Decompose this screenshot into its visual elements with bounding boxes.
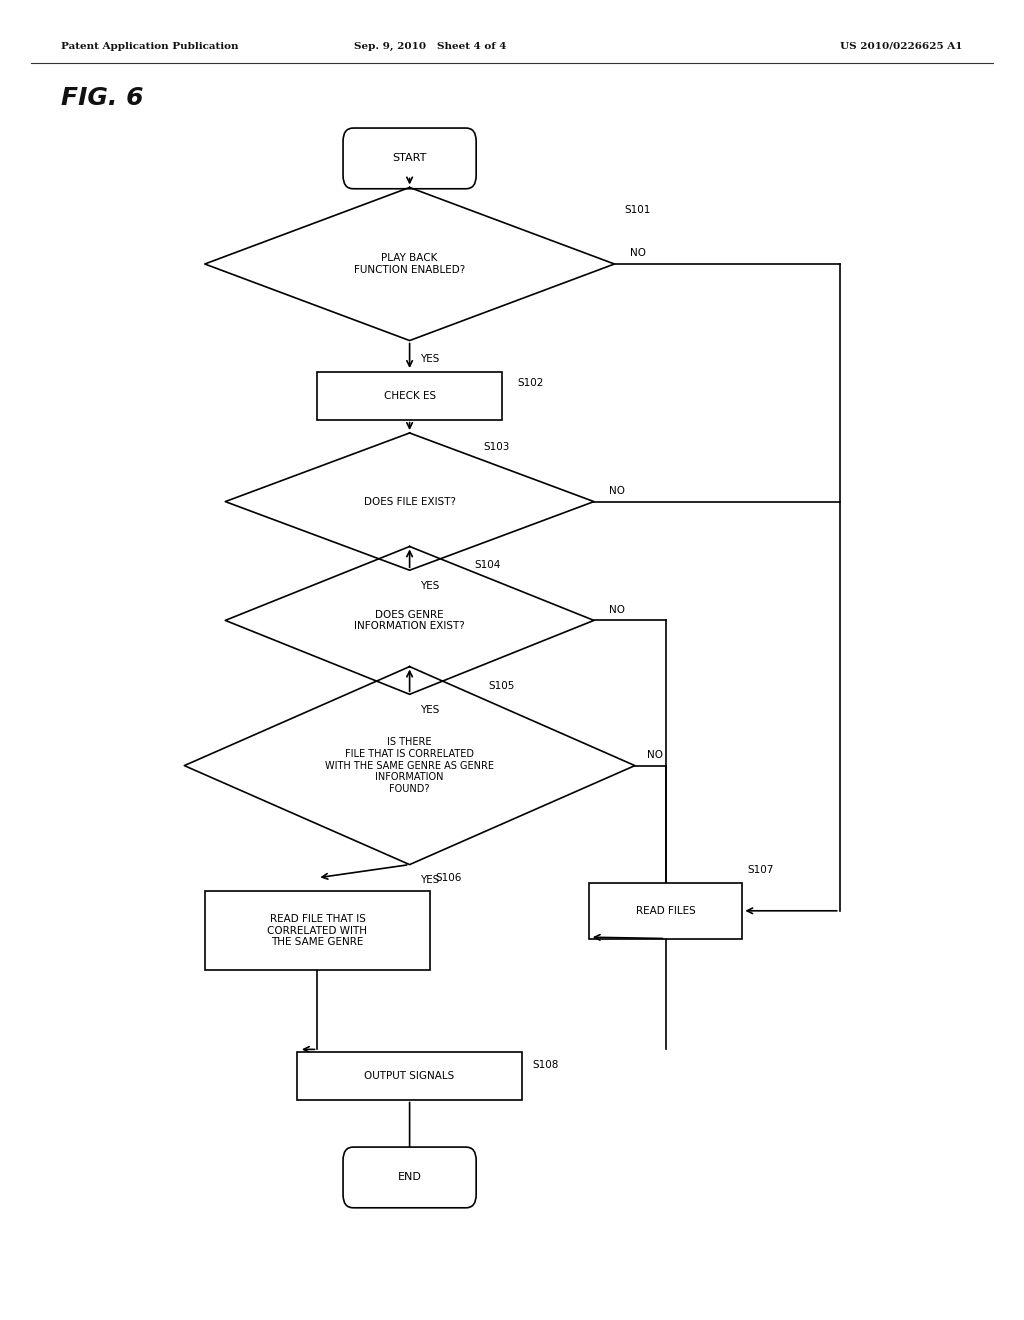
Text: DOES FILE EXIST?: DOES FILE EXIST? bbox=[364, 496, 456, 507]
FancyBboxPatch shape bbox=[343, 128, 476, 189]
FancyBboxPatch shape bbox=[317, 372, 502, 420]
Text: Patent Application Publication: Patent Application Publication bbox=[61, 42, 239, 50]
Text: NO: NO bbox=[630, 248, 646, 259]
Text: NO: NO bbox=[609, 486, 626, 496]
Text: S106: S106 bbox=[435, 873, 462, 883]
Polygon shape bbox=[184, 667, 635, 865]
Text: READ FILE THAT IS
CORRELATED WITH
THE SAME GENRE: READ FILE THAT IS CORRELATED WITH THE SA… bbox=[267, 913, 368, 948]
Text: READ FILES: READ FILES bbox=[636, 906, 695, 916]
Text: S104: S104 bbox=[474, 560, 501, 570]
Text: YES: YES bbox=[420, 581, 439, 591]
Text: NO: NO bbox=[647, 750, 664, 760]
Text: S103: S103 bbox=[483, 442, 510, 451]
Text: NO: NO bbox=[609, 605, 626, 615]
Text: FIG. 6: FIG. 6 bbox=[61, 86, 144, 110]
Polygon shape bbox=[225, 433, 594, 570]
Polygon shape bbox=[205, 187, 614, 341]
Text: YES: YES bbox=[420, 705, 439, 715]
Text: S101: S101 bbox=[625, 206, 651, 215]
Text: CHECK ES: CHECK ES bbox=[384, 391, 435, 401]
FancyBboxPatch shape bbox=[297, 1052, 522, 1100]
Text: PLAY BACK
FUNCTION ENABLED?: PLAY BACK FUNCTION ENABLED? bbox=[354, 253, 465, 275]
Text: START: START bbox=[392, 153, 427, 164]
Text: S108: S108 bbox=[532, 1060, 559, 1071]
Text: OUTPUT SIGNALS: OUTPUT SIGNALS bbox=[365, 1071, 455, 1081]
Text: S105: S105 bbox=[488, 681, 515, 692]
Text: YES: YES bbox=[420, 354, 439, 364]
Text: S102: S102 bbox=[517, 378, 544, 388]
Text: S107: S107 bbox=[748, 865, 774, 875]
Text: Sep. 9, 2010   Sheet 4 of 4: Sep. 9, 2010 Sheet 4 of 4 bbox=[354, 42, 506, 50]
FancyBboxPatch shape bbox=[343, 1147, 476, 1208]
Polygon shape bbox=[225, 546, 594, 694]
Text: US 2010/0226625 A1: US 2010/0226625 A1 bbox=[840, 42, 963, 50]
Text: END: END bbox=[397, 1172, 422, 1183]
Text: IS THERE
FILE THAT IS CORRELATED
WITH THE SAME GENRE AS GENRE
INFORMATION
FOUND?: IS THERE FILE THAT IS CORRELATED WITH TH… bbox=[325, 738, 495, 793]
FancyBboxPatch shape bbox=[589, 883, 742, 939]
Text: DOES GENRE
INFORMATION EXIST?: DOES GENRE INFORMATION EXIST? bbox=[354, 610, 465, 631]
FancyBboxPatch shape bbox=[205, 891, 430, 970]
Text: YES: YES bbox=[420, 875, 439, 886]
